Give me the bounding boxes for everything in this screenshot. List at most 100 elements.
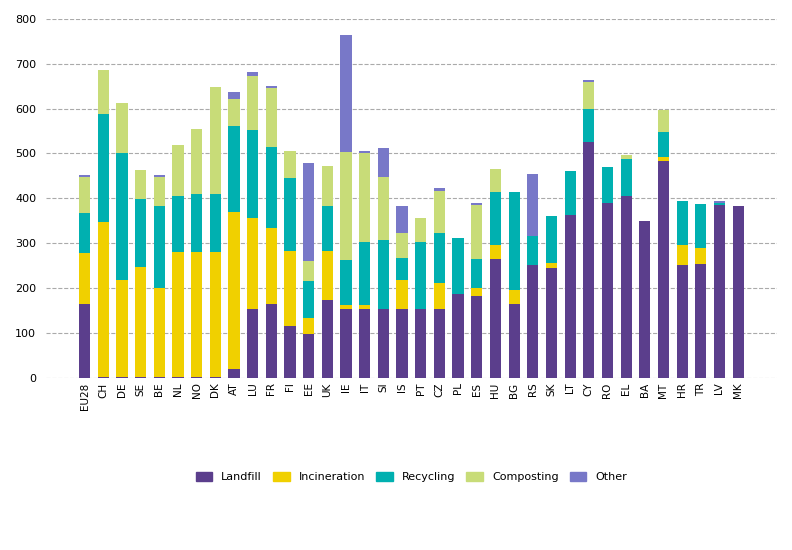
Bar bbox=[341, 305, 352, 310]
Bar bbox=[676, 245, 687, 266]
Bar bbox=[154, 288, 165, 377]
Legend: Landfill, Incineration, Recycling, Composting, Other: Landfill, Incineration, Recycling, Compo… bbox=[192, 468, 631, 487]
Bar bbox=[191, 129, 202, 194]
Bar bbox=[247, 130, 258, 218]
Bar bbox=[658, 161, 669, 377]
Bar bbox=[397, 310, 408, 377]
Bar bbox=[621, 160, 632, 196]
Bar bbox=[116, 103, 128, 152]
Bar bbox=[434, 310, 445, 377]
Bar bbox=[191, 252, 202, 377]
Bar bbox=[639, 221, 650, 377]
Bar bbox=[247, 76, 258, 130]
Bar bbox=[397, 258, 408, 280]
Bar bbox=[378, 240, 389, 310]
Bar bbox=[284, 151, 295, 178]
Bar bbox=[415, 310, 426, 377]
Bar bbox=[714, 201, 725, 203]
Bar bbox=[434, 233, 445, 283]
Bar bbox=[658, 157, 669, 161]
Bar bbox=[97, 113, 109, 222]
Bar bbox=[378, 177, 389, 240]
Bar bbox=[341, 152, 352, 260]
Bar bbox=[508, 304, 520, 377]
Bar bbox=[97, 222, 109, 377]
Bar bbox=[489, 245, 501, 258]
Bar bbox=[658, 111, 669, 132]
Bar bbox=[489, 191, 501, 245]
Bar bbox=[676, 201, 687, 245]
Bar bbox=[191, 194, 202, 252]
Bar bbox=[266, 228, 277, 304]
Bar bbox=[173, 145, 184, 196]
Bar bbox=[527, 174, 539, 236]
Bar bbox=[565, 172, 576, 215]
Bar bbox=[284, 251, 295, 326]
Bar bbox=[266, 304, 277, 377]
Bar bbox=[135, 267, 147, 377]
Bar bbox=[583, 80, 595, 82]
Bar bbox=[79, 213, 90, 253]
Bar bbox=[228, 125, 240, 212]
Bar bbox=[116, 280, 128, 377]
Bar bbox=[415, 242, 426, 310]
Bar bbox=[397, 233, 408, 258]
Bar bbox=[471, 296, 482, 377]
Bar bbox=[154, 177, 165, 206]
Bar bbox=[284, 326, 295, 377]
Bar bbox=[714, 205, 725, 377]
Bar bbox=[452, 238, 463, 294]
Bar bbox=[266, 147, 277, 228]
Bar bbox=[266, 89, 277, 147]
Bar bbox=[135, 199, 147, 267]
Bar bbox=[471, 288, 482, 296]
Bar bbox=[583, 82, 595, 109]
Bar bbox=[359, 153, 371, 242]
Bar bbox=[434, 189, 445, 191]
Bar bbox=[359, 305, 371, 310]
Bar bbox=[173, 196, 184, 252]
Bar bbox=[359, 310, 371, 377]
Bar bbox=[565, 215, 576, 377]
Bar bbox=[79, 253, 90, 305]
Bar bbox=[247, 310, 258, 377]
Bar bbox=[527, 266, 539, 377]
Bar bbox=[79, 177, 90, 213]
Bar bbox=[695, 249, 706, 264]
Bar bbox=[284, 178, 295, 251]
Bar bbox=[359, 242, 371, 305]
Bar bbox=[471, 259, 482, 288]
Bar bbox=[397, 280, 408, 310]
Bar bbox=[676, 266, 687, 377]
Bar bbox=[228, 99, 240, 125]
Bar bbox=[527, 236, 539, 266]
Bar bbox=[546, 216, 557, 263]
Bar bbox=[173, 252, 184, 377]
Bar bbox=[303, 281, 314, 318]
Bar bbox=[247, 218, 258, 310]
Bar bbox=[508, 192, 520, 290]
Bar bbox=[546, 263, 557, 268]
Bar bbox=[397, 206, 408, 233]
Bar bbox=[247, 72, 258, 76]
Bar bbox=[583, 109, 595, 142]
Bar bbox=[621, 155, 632, 159]
Bar bbox=[303, 163, 314, 261]
Bar bbox=[546, 268, 557, 377]
Bar bbox=[322, 300, 333, 377]
Bar bbox=[210, 87, 221, 194]
Bar bbox=[714, 203, 725, 205]
Bar bbox=[434, 283, 445, 310]
Bar bbox=[733, 206, 744, 377]
Bar bbox=[621, 196, 632, 377]
Bar bbox=[322, 206, 333, 251]
Bar bbox=[378, 310, 389, 377]
Bar bbox=[79, 174, 90, 177]
Bar bbox=[341, 35, 352, 152]
Bar bbox=[602, 203, 613, 377]
Bar bbox=[116, 152, 128, 280]
Bar bbox=[471, 203, 482, 206]
Bar bbox=[154, 175, 165, 177]
Bar bbox=[228, 212, 240, 368]
Bar bbox=[322, 251, 333, 300]
